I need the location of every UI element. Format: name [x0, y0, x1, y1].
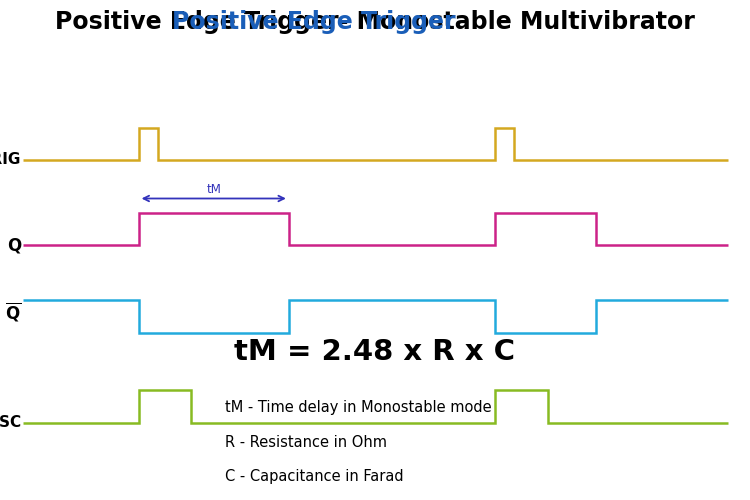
Text: R - Resistance in Ohm: R - Resistance in Ohm: [225, 435, 387, 450]
Text: tM = 2.48 x R x C: tM = 2.48 x R x C: [235, 338, 515, 366]
Text: Positive Edge Trigger- Monostable Multivibrator: Positive Edge Trigger- Monostable Multiv…: [55, 10, 695, 34]
Text: Positive Edge Trigger: Positive Edge Trigger: [172, 10, 456, 34]
Text: tM: tM: [206, 183, 221, 196]
Text: C - Capacitance in Farad: C - Capacitance in Farad: [225, 468, 404, 483]
Text: $\overline{\mathbf{Q}}$: $\overline{\mathbf{Q}}$: [4, 300, 21, 322]
Text: OSC: OSC: [0, 415, 21, 430]
Text: tM - Time delay in Monostable mode: tM - Time delay in Monostable mode: [225, 400, 492, 415]
Text: Q: Q: [7, 236, 21, 254]
Text: TRIG: TRIG: [0, 152, 21, 168]
